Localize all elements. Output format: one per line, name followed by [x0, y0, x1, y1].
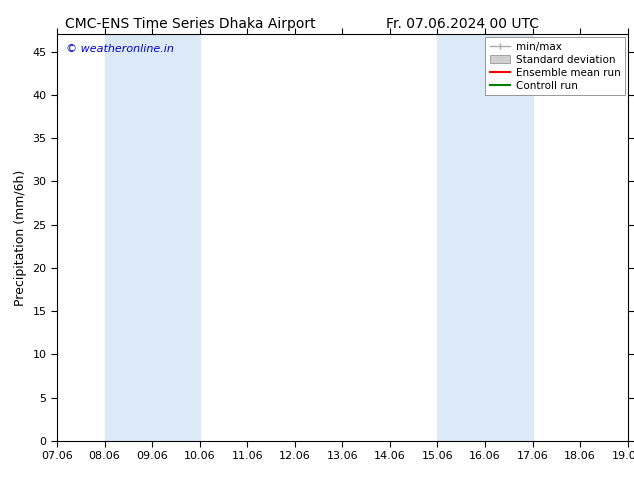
Text: CMC-ENS Time Series Dhaka Airport: CMC-ENS Time Series Dhaka Airport [65, 17, 316, 31]
Text: Fr. 07.06.2024 00 UTC: Fr. 07.06.2024 00 UTC [386, 17, 540, 31]
Title: CMC-ENS Time Series Dhaka Airport      Fr. 07.06.2024 00 UTC: CMC-ENS Time Series Dhaka Airport Fr. 07… [0, 489, 1, 490]
Legend: min/max, Standard deviation, Ensemble mean run, Controll run: min/max, Standard deviation, Ensemble me… [486, 37, 624, 95]
Text: © weatheronline.in: © weatheronline.in [66, 45, 174, 54]
Bar [105, 34, 200, 441]
Y-axis label: Precipitation (mm/6h): Precipitation (mm/6h) [14, 170, 27, 306]
Bar [437, 34, 533, 441]
